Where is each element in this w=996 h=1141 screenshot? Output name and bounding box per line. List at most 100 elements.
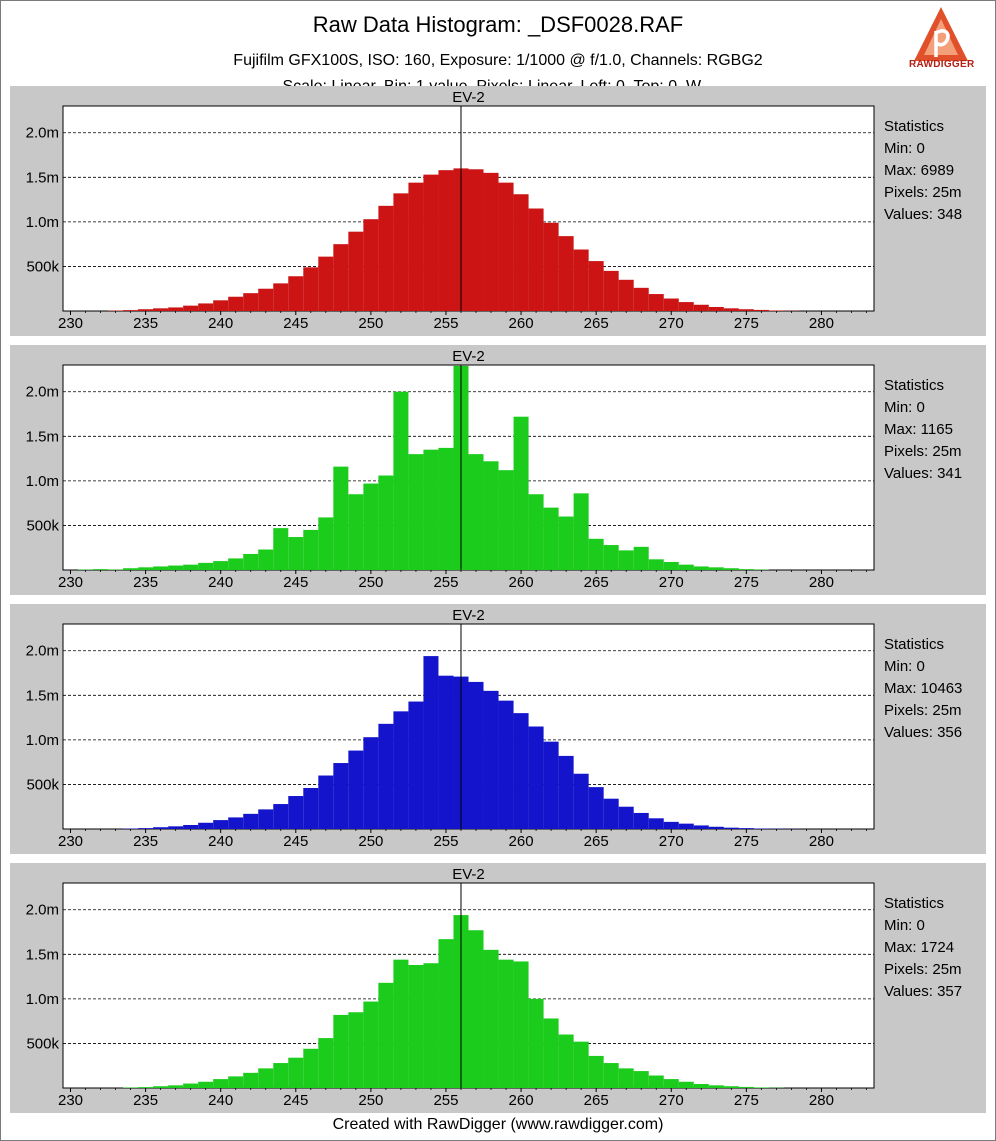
- x-tick-label: 265: [584, 1092, 609, 1109]
- histogram-bar: [708, 567, 724, 570]
- histogram-bar: [153, 827, 169, 829]
- y-tick-label: 2.0m: [26, 125, 59, 142]
- stat-min: Min: 0: [884, 917, 925, 934]
- histogram-bar: [438, 170, 454, 311]
- x-tick-label: 280: [809, 315, 834, 332]
- histogram-bar: [438, 447, 454, 570]
- histogram-bar: [198, 303, 214, 311]
- x-tick-label: 265: [584, 574, 609, 591]
- x-tick-label: 275: [734, 1092, 759, 1109]
- histogram-bar: [393, 959, 409, 1088]
- x-tick-label: 270: [659, 833, 684, 850]
- x-tick-label: 250: [358, 1092, 383, 1109]
- histogram-bar: [153, 1086, 169, 1088]
- stat-values: Values: 356: [884, 724, 963, 741]
- histogram-bar: [738, 1086, 754, 1088]
- histogram-bar: [423, 963, 439, 1088]
- histogram-bar: [228, 296, 244, 311]
- histogram-bar: [333, 466, 349, 570]
- histogram-bar: [753, 309, 769, 311]
- histogram-bar: [588, 538, 604, 570]
- x-tick-label: 235: [133, 1092, 158, 1109]
- histogram-bar: [258, 288, 274, 311]
- histogram-bar: [603, 545, 619, 570]
- histogram-bar: [663, 561, 679, 570]
- histogram-bar: [483, 172, 499, 311]
- histogram-chart-g2: 500k 1.0m 1.5m 2.0m 230 235 240 245 250 255 260 265…: [26, 866, 875, 1109]
- histogram-bar: [228, 817, 244, 829]
- page-title: Raw Data Histogram: _DSF0028.RAF: [312, 12, 684, 37]
- x-tick-label: 260: [509, 315, 534, 332]
- histogram-bar: [483, 949, 499, 1088]
- histogram-bar: [423, 656, 439, 829]
- histogram-bar: [468, 454, 484, 570]
- y-tick-label: 1.5m: [26, 428, 59, 445]
- histogram-bar: [693, 566, 709, 570]
- stat-values: Values: 341: [884, 465, 963, 482]
- x-tick-label: 245: [283, 833, 308, 850]
- histogram-bar: [558, 516, 574, 570]
- histogram-bar: [723, 1086, 739, 1088]
- histogram-bar: [243, 1072, 259, 1088]
- x-tick-label: 280: [809, 1092, 834, 1109]
- stat-values: Values: 357: [884, 983, 963, 1000]
- histogram-bar: [678, 564, 694, 570]
- histogram-bar: [543, 222, 559, 311]
- x-tick-label: 255: [433, 1092, 458, 1109]
- stat-max: Max: 1165: [884, 421, 953, 438]
- x-tick-label: 240: [208, 1092, 233, 1109]
- histogram-bar: [438, 939, 454, 1088]
- histogram-bar: [768, 310, 784, 311]
- histogram-bar: [513, 961, 529, 1088]
- histogram-bar: [468, 930, 484, 1088]
- histogram-bar: [528, 726, 544, 829]
- histogram-bar: [303, 788, 319, 829]
- statistics-box: Statistics Min: 0 Max: 1724 Pixels: 25m …: [884, 893, 962, 1003]
- x-tick-label: 270: [659, 315, 684, 332]
- x-tick-label: 240: [208, 833, 233, 850]
- chart-title: EV-2: [452, 89, 485, 106]
- histogram-bar: [363, 737, 379, 829]
- histogram-bar: [423, 449, 439, 570]
- histogram-bar: [273, 528, 289, 570]
- histogram-bar: [228, 1076, 244, 1088]
- histogram-bar: [198, 1081, 214, 1088]
- x-tick-label: 250: [358, 833, 383, 850]
- histogram-bar: [348, 1012, 364, 1088]
- histogram-bar: [213, 300, 229, 311]
- x-tick-label: 245: [283, 574, 308, 591]
- histogram-bar: [693, 1083, 709, 1088]
- histogram-bar: [393, 193, 409, 311]
- histogram-bar: [258, 549, 274, 570]
- stat-values: Values: 348: [884, 206, 963, 223]
- histogram-bar: [363, 483, 379, 570]
- x-tick-label: 235: [133, 833, 158, 850]
- histogram-bar: [303, 1048, 319, 1088]
- histogram-bar: [303, 267, 319, 311]
- histogram-bar: [168, 826, 184, 829]
- histogram-bar: [678, 1081, 694, 1088]
- x-tick-label: 280: [809, 833, 834, 850]
- histogram-bar: [348, 750, 364, 829]
- chart-title: EV-2: [452, 348, 485, 365]
- x-tick-label: 235: [133, 574, 158, 591]
- page-subtitle-secondary: Scale: Linear, Bin: 1 value, Pixels: Lin…: [282, 78, 714, 87]
- histogram-bar: [303, 529, 319, 570]
- histogram-bar: [408, 454, 424, 570]
- histogram-bar: [288, 537, 304, 570]
- histogram-bar: [273, 283, 289, 311]
- histogram-bar: [603, 798, 619, 829]
- histogram-bar: [663, 821, 679, 829]
- x-tick-label: 275: [734, 574, 759, 591]
- y-tick-label: 1.0m: [26, 991, 59, 1008]
- histogram-bar: [198, 562, 214, 570]
- histogram-bar: [318, 1038, 334, 1088]
- histogram-bar: [153, 308, 169, 311]
- histogram-bar: [483, 461, 499, 570]
- histogram-panel-g2: 500k 1.0m 1.5m 2.0m 230 235 240 245 250 255 260 265…: [10, 863, 986, 1113]
- stat-max: Max: 6989: [884, 162, 955, 179]
- histogram-bar: [198, 822, 214, 829]
- stat-max: Max: 1724: [884, 939, 955, 956]
- y-tick-label: 1.0m: [26, 732, 59, 749]
- x-tick-label: 230: [58, 574, 83, 591]
